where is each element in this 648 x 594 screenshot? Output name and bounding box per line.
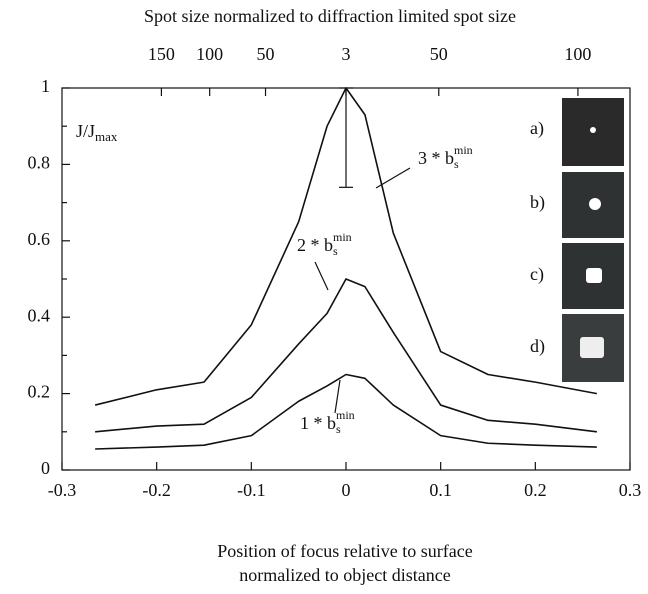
x-tick-label: 0.1 [429, 480, 452, 500]
y-tick-label: 0.4 [28, 305, 51, 325]
y-tick-label: 0.2 [28, 382, 51, 402]
x-axis-label: Position of focus relative to surface [217, 541, 472, 561]
y-tick-label: 0.6 [28, 229, 51, 249]
inset-spot [586, 268, 602, 283]
annotation-sub: s [336, 422, 341, 436]
x-tick-label: 0.2 [524, 480, 547, 500]
x-tick-label: -0.1 [237, 480, 266, 500]
y-tick-label: 0 [41, 458, 50, 478]
x2-tick-label: 3 [342, 44, 351, 64]
series-line [95, 373, 597, 450]
x2-tick-label: 50 [430, 44, 448, 64]
x2-tick-label: 100 [564, 44, 591, 64]
annotation-text: 2 * b [297, 235, 333, 255]
leader-line [314, 261, 329, 291]
chart-title: Spot size normalized to diffraction limi… [144, 6, 516, 26]
inset-spot [590, 127, 596, 133]
y-tick-label: 1 [41, 76, 50, 96]
x2-tick-label: 150 [148, 44, 175, 64]
annotation-sup: min [454, 143, 473, 157]
annotation-text: 1 * b [300, 413, 336, 433]
y-label-sub: max [95, 129, 118, 144]
x2-tick-label: 100 [196, 44, 223, 64]
inset-label: a) [530, 118, 544, 139]
x-tick-label: -0.2 [142, 480, 171, 500]
annotation-text: 3 * b [418, 148, 454, 168]
annotation: 1 * bmin s [300, 408, 355, 436]
y-tick-label: 0.8 [28, 153, 51, 173]
inset-spot [589, 198, 601, 210]
y-label-text: J/J [76, 121, 95, 141]
series-line [95, 278, 597, 433]
x-tick-label: 0 [342, 480, 351, 500]
annotation-sup: min [336, 408, 355, 422]
annotation-sup: min [333, 230, 352, 244]
inset-spot [580, 337, 604, 358]
x2-tick-label: 50 [257, 44, 275, 64]
inset-label: b) [530, 192, 545, 213]
x-tick-label: -0.3 [48, 480, 77, 500]
annotation: 3 * bmin s [418, 143, 473, 171]
insets [562, 98, 624, 382]
x-tick-label: 0.3 [619, 480, 642, 500]
y-axis-label: J/Jmax [76, 121, 118, 144]
annotation-sub: s [333, 244, 338, 258]
inset-label: d) [530, 336, 545, 357]
x-axis-label: normalized to object distance [239, 565, 450, 585]
annotation-sub: s [454, 157, 459, 171]
leader-line [334, 379, 341, 414]
inset-label: c) [530, 264, 544, 285]
annotation: 2 * bmin s [297, 230, 352, 258]
